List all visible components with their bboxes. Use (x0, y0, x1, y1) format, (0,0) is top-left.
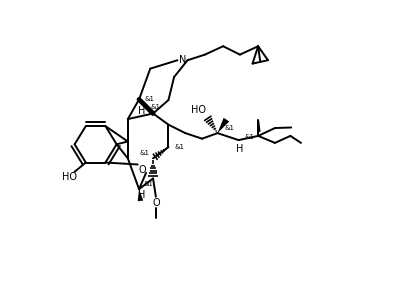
Text: &1: &1 (143, 181, 153, 186)
Polygon shape (138, 189, 143, 201)
Text: N: N (179, 55, 186, 65)
Text: HO: HO (191, 105, 206, 115)
Text: &1: &1 (174, 143, 184, 149)
Text: &1: &1 (145, 96, 155, 102)
Text: H: H (138, 190, 145, 200)
Text: O: O (152, 198, 160, 208)
Text: &1: &1 (150, 104, 160, 110)
Text: O: O (138, 164, 146, 175)
Text: H: H (236, 143, 244, 153)
Text: &1: &1 (140, 150, 150, 156)
Text: &1: &1 (244, 134, 254, 140)
Text: &1: &1 (224, 125, 234, 131)
Polygon shape (217, 118, 229, 133)
Text: H: H (138, 106, 145, 116)
Text: HO: HO (62, 171, 77, 181)
